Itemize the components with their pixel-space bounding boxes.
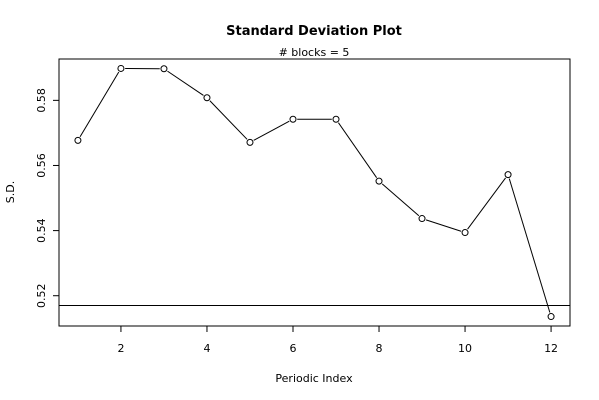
sd-series [74, 64, 555, 321]
chart-subtitle: # blocks = 5 [279, 46, 350, 59]
chart-title: Standard Deviation Plot [226, 24, 402, 39]
plot-area-frame [58, 58, 571, 327]
data-point [418, 215, 426, 223]
series-segment [381, 183, 420, 217]
series-segment [253, 120, 290, 141]
series-segment [79, 71, 120, 138]
data-point [74, 136, 82, 144]
y-tick-label: 0.58 [35, 88, 48, 113]
y-axis-label: S.D. [4, 181, 17, 203]
data-point [461, 229, 469, 237]
y-tick-label: 0.56 [35, 153, 48, 178]
series-segment [425, 219, 462, 232]
x-tick-label: 6 [289, 342, 296, 355]
y-tick-label: 0.54 [35, 218, 48, 243]
x-axis: 2 4 6 8 10 12 [117, 325, 558, 355]
x-tick-label: 12 [544, 342, 558, 355]
data-point [160, 65, 168, 73]
y-axis: 0.52 0.54 0.56 0.58 [35, 88, 60, 308]
data-point [375, 177, 383, 185]
x-tick-label: 10 [458, 342, 472, 355]
data-point [547, 313, 555, 321]
data-point [289, 115, 297, 123]
data-point [203, 94, 211, 102]
x-axis-label: Periodic Index [275, 372, 353, 385]
series-segment [167, 70, 204, 96]
data-point [246, 138, 254, 146]
data-point [504, 171, 512, 179]
series-segment [209, 100, 248, 140]
x-tick-label: 4 [203, 342, 210, 355]
data-point [117, 64, 125, 72]
data-point [332, 115, 340, 123]
x-tick-label: 2 [117, 342, 124, 355]
series-segment [467, 177, 506, 230]
x-tick-label: 8 [376, 342, 383, 355]
series-segment [337, 122, 378, 178]
series-segment [508, 178, 551, 313]
y-tick-label: 0.52 [35, 283, 48, 308]
